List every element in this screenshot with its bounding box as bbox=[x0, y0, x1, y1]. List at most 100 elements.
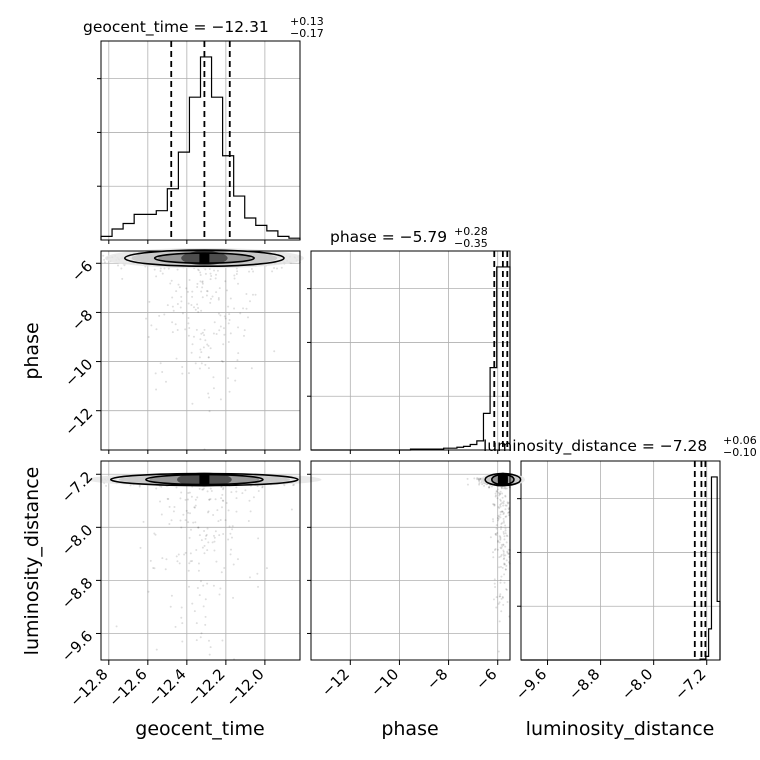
scatter-point bbox=[504, 515, 507, 518]
scatter-point bbox=[201, 488, 204, 491]
scatter-point bbox=[504, 487, 507, 490]
scatter-point bbox=[193, 506, 196, 509]
scatter-point bbox=[497, 491, 500, 494]
scatter-point bbox=[215, 332, 218, 335]
scatter-point bbox=[250, 367, 253, 370]
scatter-point bbox=[505, 487, 508, 490]
scatter-point bbox=[175, 486, 178, 489]
scatter-point bbox=[207, 639, 210, 642]
scatter-point bbox=[213, 540, 216, 543]
scatter-point bbox=[505, 504, 508, 507]
scatter-point bbox=[191, 402, 194, 405]
scatter-point bbox=[171, 296, 174, 299]
scatter-point bbox=[493, 503, 496, 506]
scatter-point bbox=[504, 504, 507, 507]
scatter-point bbox=[201, 331, 204, 334]
scatter-point bbox=[202, 605, 205, 608]
scatter-point bbox=[220, 506, 223, 509]
scatter-point bbox=[214, 498, 217, 501]
scatter-point bbox=[493, 503, 496, 506]
scatter-point bbox=[177, 553, 180, 556]
scatter-point bbox=[502, 504, 505, 507]
scatter-point bbox=[502, 558, 505, 561]
scatter-point bbox=[178, 286, 181, 289]
scatter-point bbox=[507, 514, 510, 517]
scatter-point bbox=[234, 379, 237, 382]
scatter-point bbox=[187, 334, 190, 337]
scatter-point bbox=[171, 305, 174, 308]
scatter-point bbox=[201, 280, 204, 283]
scatter-point bbox=[235, 486, 238, 489]
scatter-point bbox=[502, 502, 505, 505]
scatter-point bbox=[261, 485, 264, 488]
scatter-point bbox=[505, 541, 508, 544]
scatter-point bbox=[191, 559, 194, 562]
scatter-point bbox=[206, 511, 209, 514]
title-geocent-time-err-minus: −0.17 bbox=[290, 27, 324, 40]
scatter-point bbox=[497, 539, 500, 542]
scatter-point bbox=[224, 317, 227, 320]
scatter-point bbox=[206, 289, 209, 292]
scatter-point bbox=[506, 550, 509, 553]
scatter-point bbox=[247, 519, 250, 522]
scatter-point bbox=[171, 331, 174, 334]
scatter-point bbox=[216, 269, 219, 272]
scatter-point bbox=[202, 346, 205, 349]
scatter-point bbox=[261, 486, 264, 489]
contour-line-0 bbox=[109, 472, 299, 487]
scatter-point bbox=[225, 501, 228, 504]
scatter-point bbox=[170, 594, 173, 597]
scatter-point bbox=[198, 367, 201, 370]
scatter-point bbox=[499, 503, 502, 506]
scatter-point bbox=[500, 525, 503, 528]
scatter-point bbox=[180, 606, 183, 609]
scatter-point bbox=[203, 334, 206, 337]
scatter-point bbox=[492, 503, 495, 506]
scatter-point bbox=[197, 306, 200, 309]
scatter-point bbox=[103, 258, 106, 261]
scatter-point bbox=[197, 311, 200, 314]
scatter-point bbox=[208, 267, 211, 270]
scatter-point bbox=[203, 328, 206, 331]
scatter-point bbox=[502, 511, 505, 514]
scatter-point bbox=[198, 594, 201, 597]
scatter-point bbox=[293, 483, 296, 486]
scatter-point bbox=[183, 553, 186, 556]
scatter-point bbox=[159, 500, 162, 503]
scatter-point bbox=[494, 532, 497, 535]
scatter-point bbox=[507, 552, 510, 555]
scatter-point bbox=[206, 490, 209, 493]
scatter-point bbox=[201, 296, 204, 299]
scatter-point bbox=[178, 562, 181, 565]
scatter-point bbox=[478, 479, 481, 482]
scatter-point bbox=[207, 510, 210, 513]
scatter-point bbox=[506, 601, 509, 604]
scatter-point bbox=[153, 532, 156, 535]
scatter-point bbox=[495, 606, 498, 609]
scatter-point bbox=[177, 283, 180, 286]
histogram-geocent_time bbox=[100, 56, 301, 240]
scatter-point bbox=[196, 268, 199, 271]
scatter-point bbox=[187, 316, 190, 319]
scatter-point bbox=[164, 568, 167, 571]
scatter-point bbox=[504, 495, 507, 498]
scatter-point bbox=[199, 636, 202, 639]
scatter-point bbox=[175, 357, 178, 360]
scatter-point bbox=[252, 270, 255, 273]
scatter-point bbox=[502, 520, 505, 523]
scatter-point bbox=[499, 505, 502, 508]
scatter-point bbox=[154, 533, 157, 536]
scatter-point bbox=[497, 517, 500, 520]
scatter-point bbox=[495, 534, 498, 537]
scatter-point bbox=[239, 312, 242, 315]
scatter-point bbox=[232, 563, 235, 566]
scatter-point bbox=[504, 568, 507, 571]
scatter-point bbox=[218, 593, 221, 596]
scatter-point bbox=[487, 486, 490, 489]
scatter-point bbox=[491, 518, 494, 521]
scatter-point bbox=[169, 605, 172, 608]
scatter-point bbox=[222, 327, 225, 330]
scatter-point bbox=[227, 538, 230, 541]
scatter-point bbox=[175, 290, 178, 293]
scatter-point bbox=[230, 491, 233, 494]
